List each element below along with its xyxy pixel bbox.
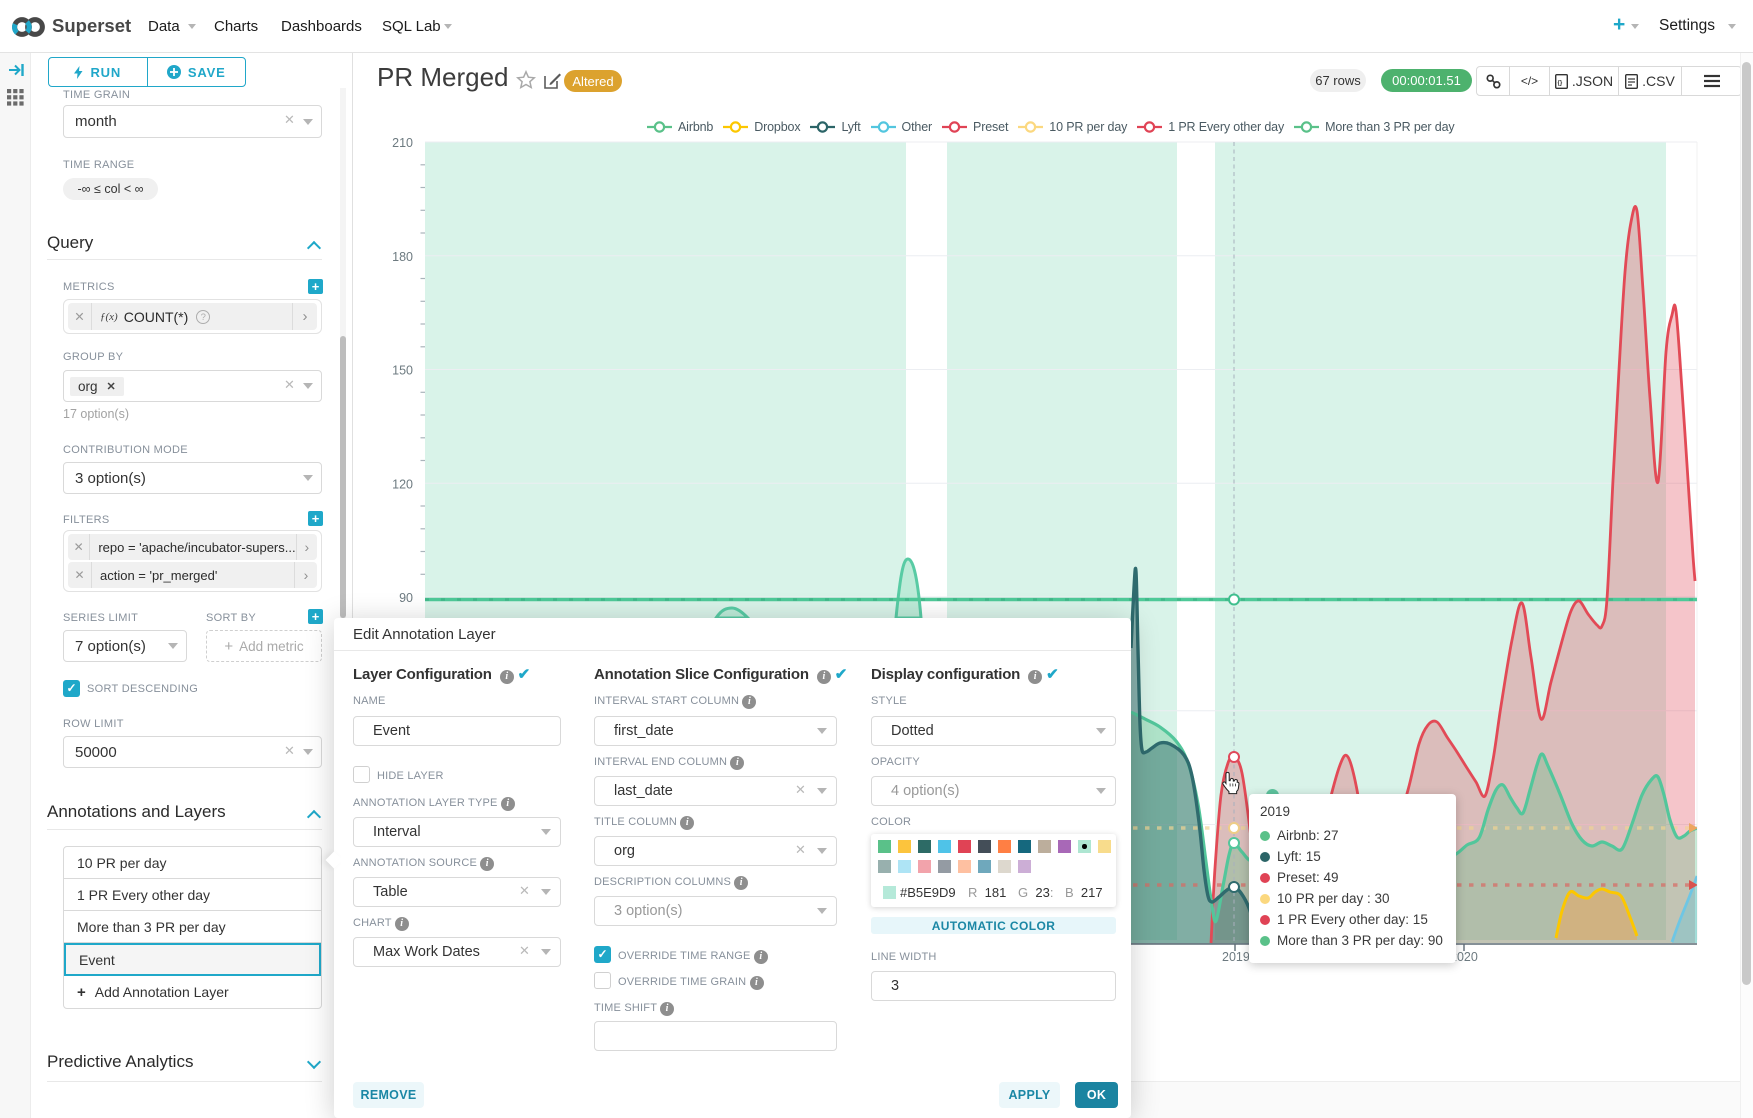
svg-text:90: 90: [399, 591, 413, 605]
svg-text:{}: {}: [1557, 80, 1562, 86]
svg-text:210: 210: [392, 136, 413, 150]
svg-text:120: 120: [392, 477, 413, 491]
svg-text:150: 150: [392, 364, 413, 378]
svg-text:2019: 2019: [1222, 950, 1250, 964]
svg-text:180: 180: [392, 250, 413, 264]
svg-text:2020: 2020: [1450, 950, 1478, 964]
